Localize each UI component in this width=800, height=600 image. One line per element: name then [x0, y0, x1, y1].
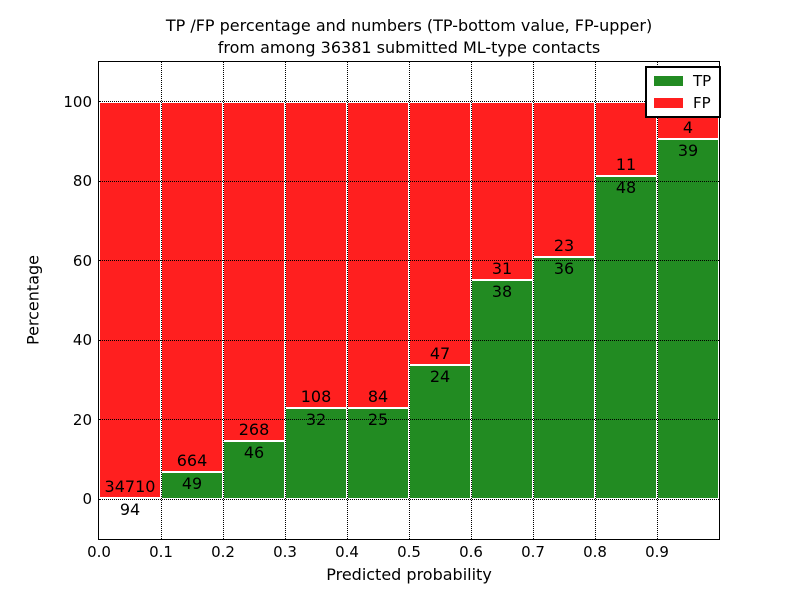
y-tick-label: 20 [72, 410, 92, 429]
y-gridline [99, 180, 719, 182]
bar-label-fp: 664 [176, 450, 208, 470]
x-gridline [408, 62, 410, 539]
legend: TP FP [645, 66, 722, 118]
bar-label-tp: 39 [677, 140, 699, 160]
x-gridline [284, 62, 286, 539]
bar-label-tp: 32 [305, 410, 327, 430]
fp-color-swatch [654, 98, 683, 108]
x-tick-label: 0.1 [149, 543, 173, 561]
bar-label-tp: 48 [615, 177, 637, 197]
y-tick-label: 40 [72, 331, 92, 350]
bar-label-tp: 94 [119, 500, 141, 520]
bar-label-tp: 38 [491, 282, 513, 302]
x-tick-label: 0.8 [583, 543, 607, 561]
y-gridline [99, 498, 719, 500]
x-tick-label: 0.0 [87, 543, 111, 561]
bar-label-fp: 23 [553, 235, 575, 255]
bar-fp-segment [533, 101, 595, 257]
bar-label-tp: 46 [243, 443, 265, 463]
x-tick-label: 0.3 [273, 543, 297, 561]
bar-label-fp: 47 [429, 343, 451, 363]
bar-label-fp: 84 [367, 387, 389, 407]
bar-tp-segment [471, 280, 533, 500]
y-tick-label: 80 [72, 172, 92, 191]
y-gridline [99, 260, 719, 262]
x-gridline [470, 62, 472, 539]
legend-entry-fp: FP [654, 95, 711, 111]
bar-fp-segment [285, 101, 347, 409]
bar-tp-segment [409, 364, 471, 500]
y-tick-label: 60 [72, 251, 92, 270]
bar-label-fp: 108 [300, 387, 332, 407]
bar-fp-segment [223, 101, 285, 442]
bar-label-tp: 36 [553, 258, 575, 278]
bar-label-fp: 4 [682, 117, 694, 137]
plot-area: 34710 94 664 49 268 46 108 32 84 25 47 24 31 38 23 36 11… [99, 62, 719, 539]
y-gridline [99, 419, 719, 421]
x-tick-label: 0.4 [335, 543, 359, 561]
bar-tp-segment [595, 175, 657, 500]
x-gridline [656, 62, 658, 539]
x-gridline [160, 62, 162, 539]
bar-label-fp: 34710 [104, 477, 156, 497]
y-gridline [99, 101, 719, 103]
bar-label-tp: 25 [367, 410, 389, 430]
x-gridline [222, 62, 224, 539]
x-tick-label: 0.5 [397, 543, 421, 561]
legend-entry-tp: TP [654, 73, 711, 89]
legend-label-tp: TP [693, 72, 712, 90]
bar-fp-segment [161, 101, 223, 472]
bar-fp-segment [99, 101, 161, 499]
bar-fp-segment [409, 101, 471, 365]
x-tick-label: 0.2 [211, 543, 235, 561]
bar-tp-segment [161, 471, 223, 500]
bar-tp-segment [657, 138, 719, 500]
y-tick-label: 100 [63, 92, 92, 111]
x-gridline [532, 62, 534, 539]
bar-label-fp: 11 [615, 154, 637, 174]
bar-label-tp: 24 [429, 366, 451, 386]
legend-label-fp: FP [693, 94, 711, 112]
y-axis-label: Percentage [23, 254, 43, 346]
bar-label-fp: 31 [491, 259, 513, 279]
x-tick-label: 0.6 [459, 543, 483, 561]
bar-fp-segment [471, 101, 533, 281]
y-tick-label: 0 [82, 490, 92, 509]
bar-tp-segment [347, 408, 409, 500]
x-axis-label: Predicted probability [326, 565, 492, 584]
bar-label-tp: 49 [181, 473, 203, 493]
x-tick-label: 0.9 [645, 543, 669, 561]
chart-title-line-1: TP /FP percentage and numbers (TP-bottom… [165, 16, 653, 35]
bar-tp-segment [533, 256, 595, 500]
chart-title-line-2: from among 36381 submitted ML-type conta… [217, 38, 601, 57]
x-tick-label: 0.7 [521, 543, 545, 561]
x-gridline [594, 62, 596, 539]
bar-fp-segment [347, 101, 409, 409]
tp-color-swatch [654, 76, 683, 86]
bar-label-fp: 268 [238, 420, 270, 440]
x-gridline [346, 62, 348, 539]
y-gridline [99, 339, 719, 341]
